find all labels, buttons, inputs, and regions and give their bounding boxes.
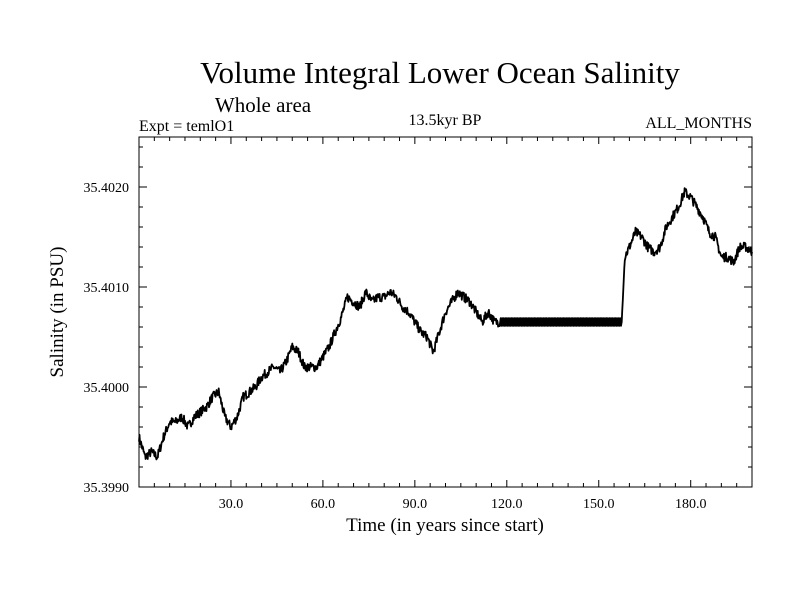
y-axis-ticks: 35.3990 35.4000 35.4010 35.4020 [84, 181, 752, 496]
salinity-series-line [138, 187, 753, 461]
minor-ticks [139, 137, 752, 487]
x-tick-label: 180.0 [675, 497, 707, 512]
chart-subtitle: Whole area [215, 93, 312, 117]
chart-title: Volume Integral Lower Ocean Salinity [200, 55, 680, 90]
y-tick-label: 35.4020 [84, 181, 130, 196]
x-tick-label: 60.0 [311, 497, 336, 512]
plot-frame [138, 136, 753, 488]
y-tick-label: 35.4000 [84, 381, 130, 396]
y-axis-label: Salinity (in PSU) [47, 247, 68, 378]
y-tick-label: 35.3990 [84, 481, 130, 496]
x-axis-label: Time (in years since start) [346, 515, 544, 536]
y-tick-label: 35.4010 [84, 281, 130, 296]
x-tick-label: 30.0 [219, 497, 244, 512]
x-tick-label: 90.0 [403, 497, 428, 512]
x-tick-label: 150.0 [583, 497, 615, 512]
x-axis-ticks: 30.0 60.0 90.0 120.0 150.0 180.0 [219, 137, 707, 512]
experiment-label: Expt = temlO1 [139, 118, 234, 135]
x-tick-label: 120.0 [491, 497, 523, 512]
period-label: 13.5kyr BP [409, 112, 482, 129]
months-label: ALL_MONTHS [645, 115, 752, 132]
